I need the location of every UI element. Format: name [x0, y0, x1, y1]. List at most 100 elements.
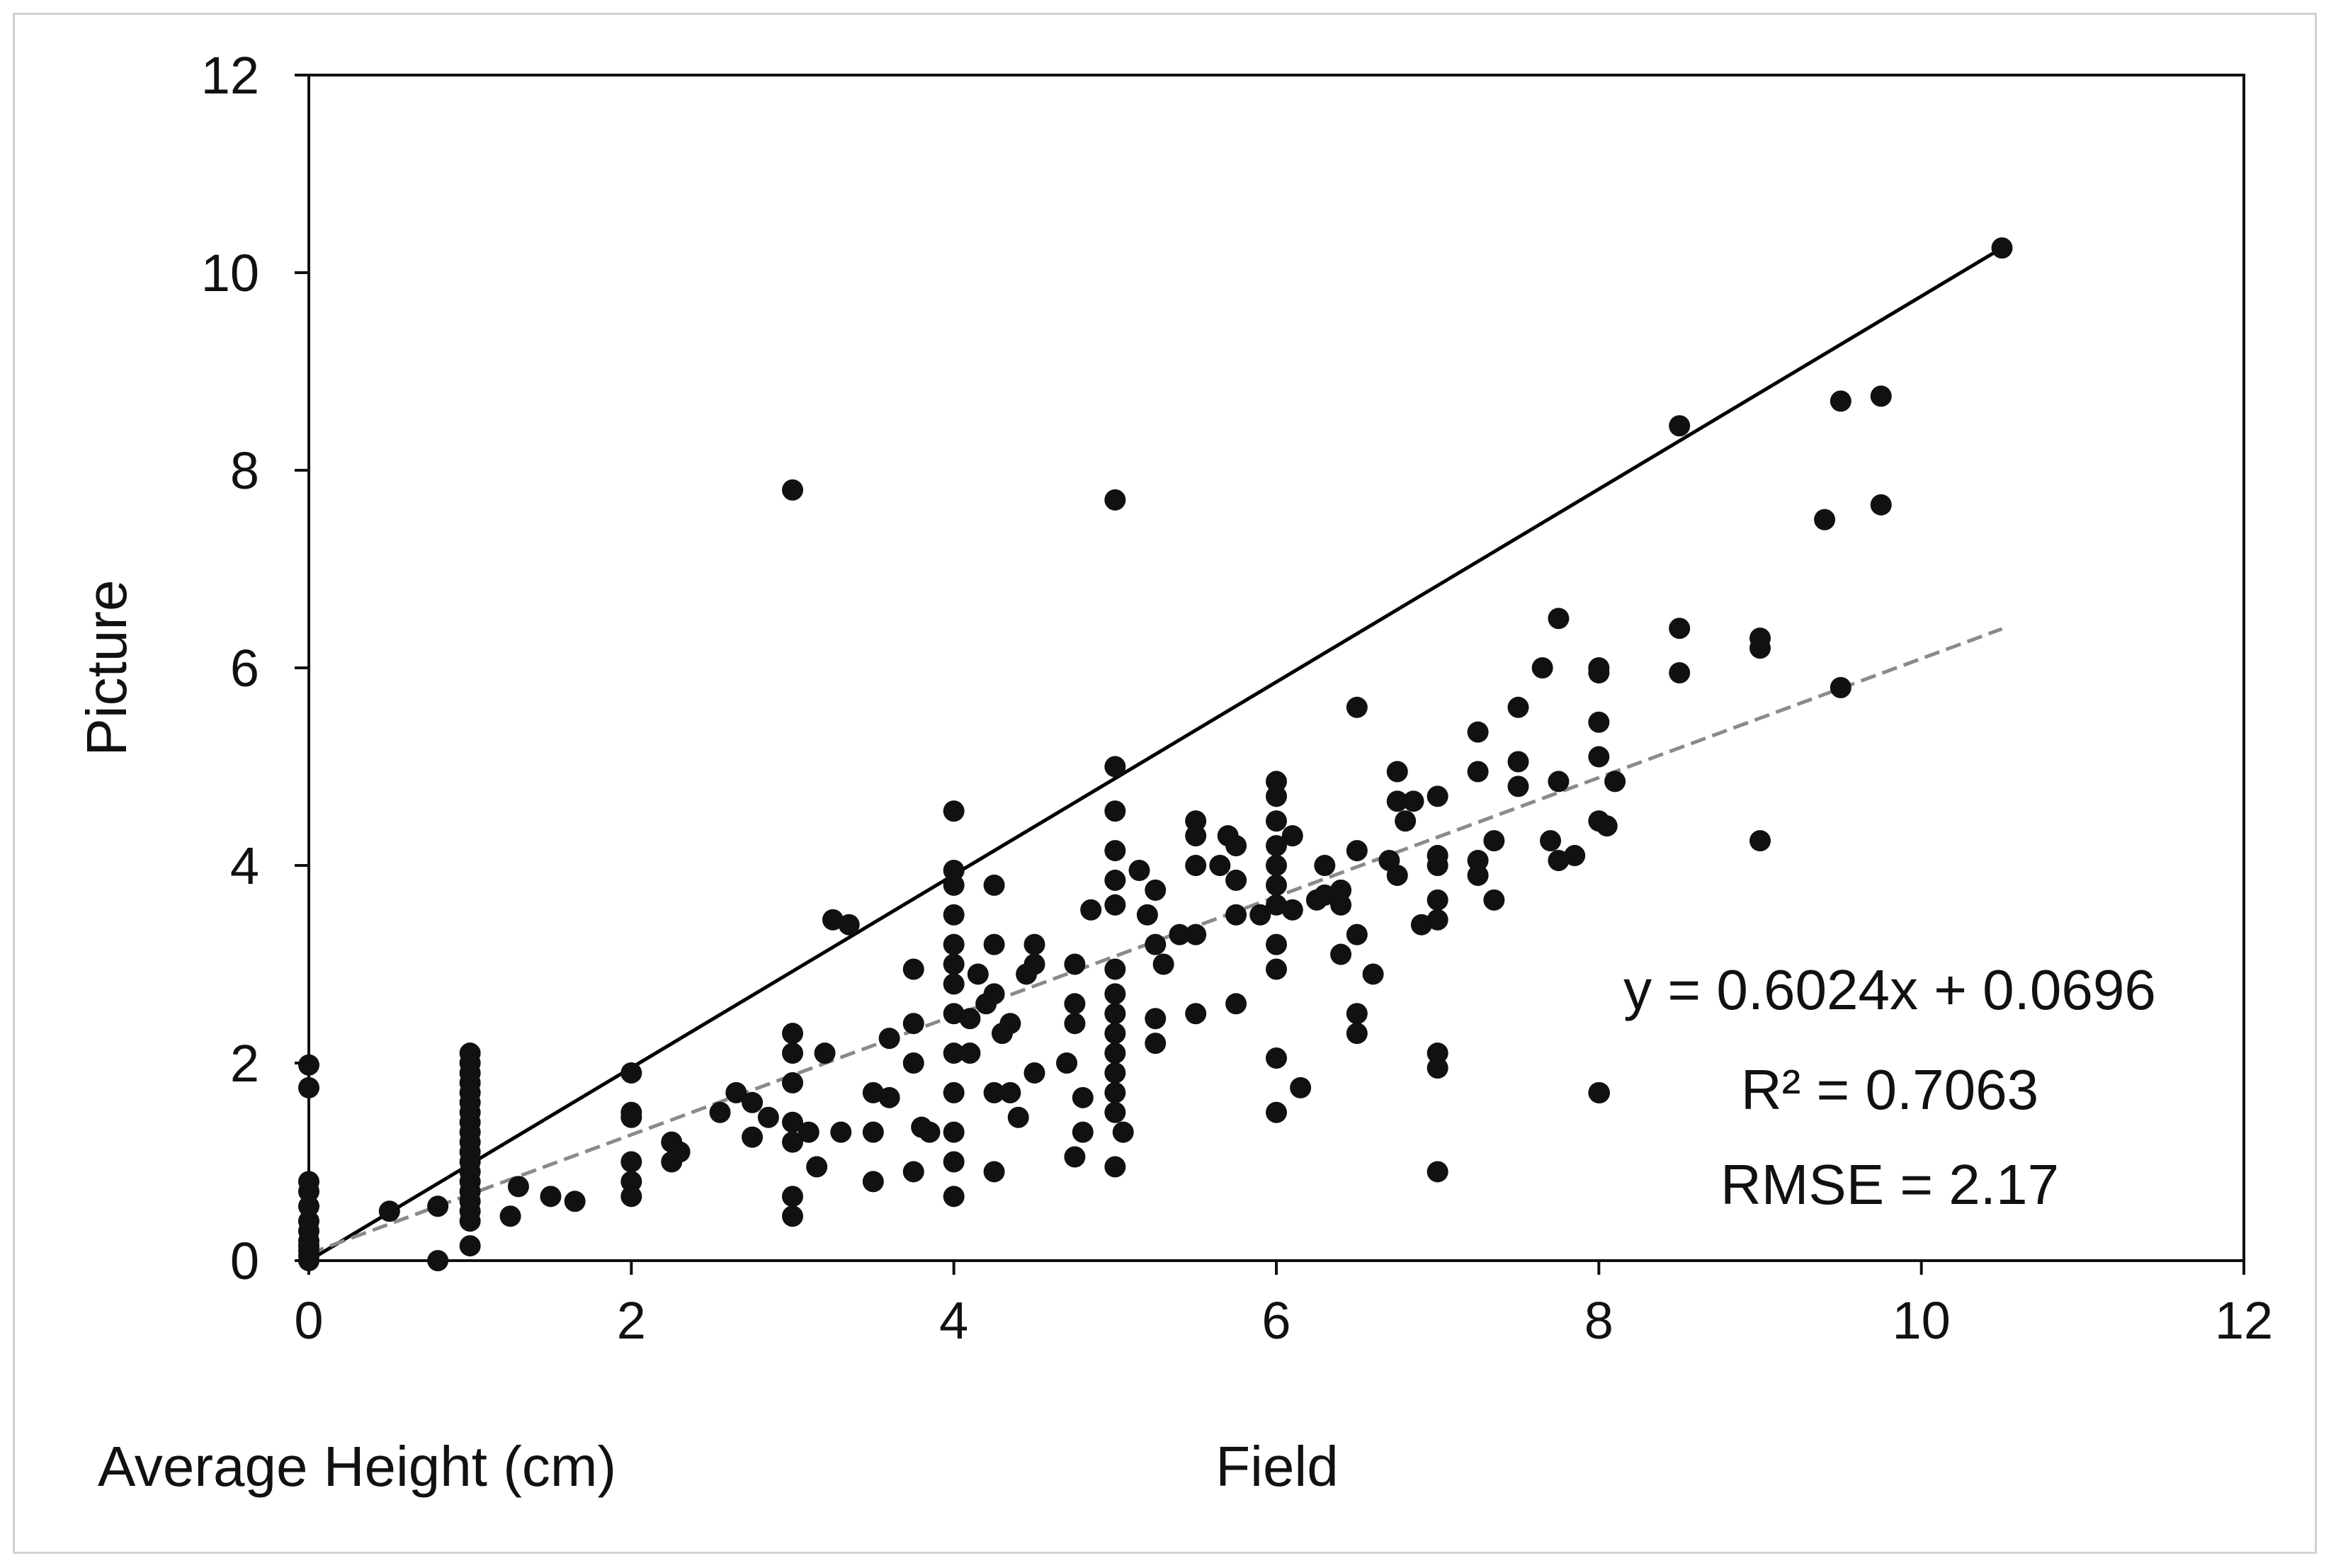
data-point — [999, 1013, 1021, 1035]
data-point — [459, 1043, 481, 1064]
data-point — [459, 1235, 481, 1257]
y-tick-label: 8 — [230, 441, 259, 500]
data-point — [878, 1086, 900, 1108]
data-point — [1507, 696, 1529, 718]
data-point — [919, 1121, 941, 1143]
data-point — [1266, 785, 1287, 807]
fit-lines — [307, 246, 2003, 1263]
data-point — [1604, 771, 1626, 792]
data-point — [1152, 953, 1174, 975]
data-point — [999, 1081, 1021, 1103]
data-point — [1104, 958, 1126, 980]
data-point — [298, 1171, 319, 1193]
y-axis-ticks: 0 2 4 6 8 10 12 — [201, 46, 309, 1290]
data-point — [298, 1076, 319, 1098]
data-point — [1104, 894, 1126, 916]
data-point — [1104, 869, 1126, 891]
data-point — [902, 1052, 924, 1074]
data-point — [822, 909, 844, 931]
data-point — [1023, 933, 1045, 955]
data-point — [1507, 751, 1529, 773]
data-point — [943, 1043, 965, 1064]
data-point — [298, 1210, 319, 1232]
data-point — [499, 1205, 521, 1227]
data-point — [814, 1043, 836, 1064]
data-point — [1395, 810, 1417, 832]
data-point — [1467, 721, 1489, 743]
data-point — [1104, 840, 1126, 862]
data-point — [1870, 494, 1892, 516]
data-point — [1410, 914, 1432, 936]
data-point — [983, 933, 1005, 955]
data-point — [1266, 771, 1287, 792]
data-point — [1064, 1146, 1086, 1168]
data-point — [1281, 899, 1303, 921]
x-tick-label: 6 — [1261, 1291, 1291, 1350]
data-point — [782, 1043, 803, 1064]
data-point — [1830, 676, 1851, 698]
data-point — [943, 973, 965, 995]
data-point — [1427, 1161, 1448, 1183]
data-point — [1104, 1003, 1126, 1025]
data-point — [1362, 963, 1384, 985]
data-point — [1814, 509, 1836, 530]
data-point — [1386, 864, 1408, 886]
data-point — [1266, 874, 1287, 896]
data-point — [1225, 993, 1247, 1015]
data-point — [1225, 835, 1247, 857]
data-point — [1104, 1062, 1126, 1084]
data-point — [1427, 909, 1448, 931]
data-point — [757, 1106, 779, 1128]
data-point — [1104, 489, 1126, 511]
data-point — [1346, 1023, 1368, 1045]
data-point — [782, 1072, 803, 1093]
data-point — [427, 1195, 449, 1217]
data-point — [1870, 385, 1892, 407]
data-point — [1402, 790, 1424, 812]
data-point — [1104, 983, 1126, 1005]
data-point — [862, 1081, 884, 1103]
data-point — [540, 1186, 562, 1208]
data-point — [1225, 904, 1247, 926]
data-point — [742, 1126, 764, 1148]
data-point — [1266, 958, 1287, 980]
data-point — [669, 1141, 691, 1163]
data-point — [1007, 1106, 1029, 1128]
data-point — [1749, 830, 1771, 852]
data-point — [1427, 845, 1448, 867]
data-point — [1056, 1052, 1078, 1074]
data-point — [298, 1195, 319, 1217]
data-point — [1467, 761, 1489, 783]
data-point — [620, 1062, 642, 1084]
data-point — [902, 1161, 924, 1183]
data-point — [983, 983, 1005, 1005]
data-point — [983, 1161, 1005, 1183]
data-point — [1266, 933, 1287, 955]
data-point — [1104, 1023, 1126, 1045]
data-point — [1266, 894, 1287, 916]
x-axis-ticks: 0 2 4 6 8 10 12 — [294, 1261, 2273, 1350]
x-tick-label: 2 — [617, 1291, 646, 1350]
data-point — [1386, 790, 1408, 812]
y-tick-label: 4 — [230, 836, 259, 895]
data-point — [943, 800, 965, 822]
data-point — [1314, 855, 1336, 876]
data-point — [1281, 825, 1303, 847]
y-tick-label: 6 — [230, 639, 259, 698]
data-point — [564, 1191, 586, 1212]
data-point — [1104, 1101, 1126, 1123]
data-point — [1128, 859, 1150, 881]
x-tick-label: 8 — [1584, 1291, 1613, 1350]
data-point — [862, 1121, 884, 1143]
data-point — [620, 1186, 642, 1208]
rmse-label: RMSE = 2.17 — [1720, 1153, 2059, 1216]
data-point — [1023, 953, 1045, 975]
data-point — [943, 1003, 965, 1025]
y-axis-title: Picture — [75, 580, 138, 756]
data-point — [983, 874, 1005, 896]
data-point — [1104, 1156, 1126, 1178]
data-point — [1669, 618, 1691, 640]
data-point — [1749, 627, 1771, 649]
data-point — [620, 1171, 642, 1193]
